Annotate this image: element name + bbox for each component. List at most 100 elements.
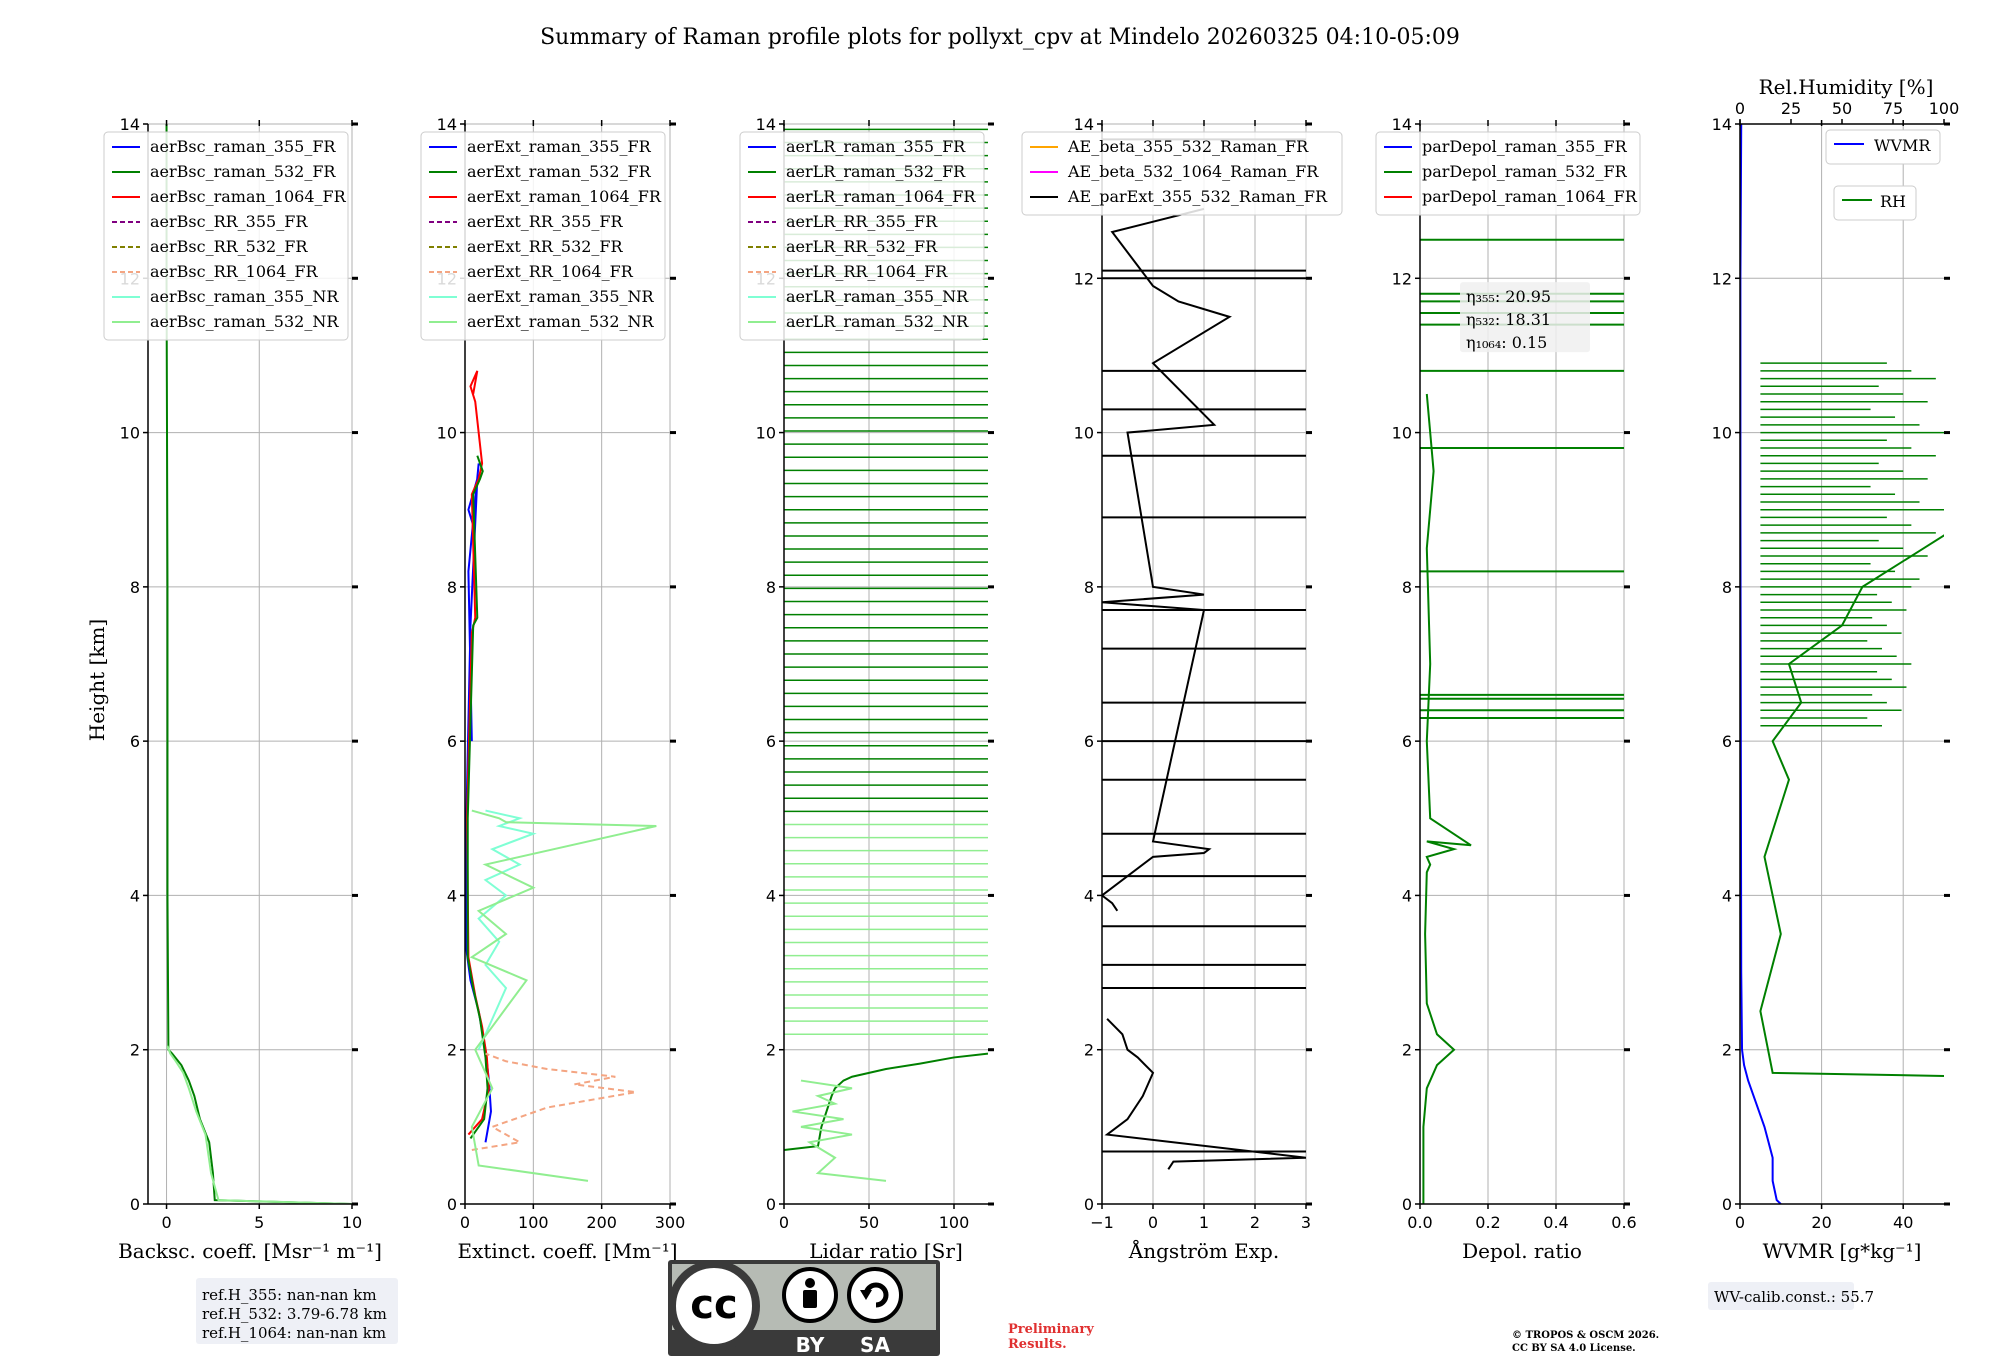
legend-label: aerLR_raman_532_FR [786,162,966,181]
x-tick-label: 10 [342,1213,362,1232]
eta-label: η₁₀₆₄: 0.15 [1466,333,1547,352]
series-aerExt_raman_532_FR [466,455,489,1140]
x-tick-label: 1 [1199,1213,1209,1232]
series-AE_parExt_355_532_Raman_FR [1104,1018,1306,1170]
y-tick-label: 4 [1402,886,1412,905]
panel-backscatter: 024681012140510Backsc. coeff. [Msr⁻¹ m⁻¹… [103,115,382,1263]
by-person-icon [782,1267,838,1323]
x-tick-label: 2 [1250,1213,1260,1232]
legend-label: RH [1880,192,1906,211]
legend-box [739,131,985,341]
panels: 024681012140510Backsc. coeff. [Msr⁻¹ m⁻¹… [103,75,1960,1263]
y-tick-label: 8 [130,578,140,597]
series-aerExt_raman_355_FR [465,463,492,1143]
legend-label: aerBsc_raman_1064_FR [150,187,347,206]
ref-line-355: ref.H_355: nan-nan km [202,1286,377,1304]
y-axis-label: Height [km] [85,619,109,741]
x-tick-label: 100 [939,1213,970,1232]
series-aerBsc_raman_532_NR [166,1045,352,1204]
legend-label: aerExt_raman_355_NR [467,287,655,306]
x-axis-label: WVMR [g*kg⁻¹] [1763,1239,1922,1263]
plot-area [165,124,352,1204]
x-tick-label: 100 [518,1213,549,1232]
x-tick-label: 40 [1893,1213,1913,1232]
y-tick-label: 10 [437,424,457,443]
cc-mark: cc [690,1282,737,1328]
x-tick-label: 5 [254,1213,264,1232]
legend-label: aerExt_raman_1064_FR [467,187,662,206]
y-tick-label: 14 [1074,115,1094,134]
x-tick-label: 0.6 [1611,1213,1636,1232]
y-tick-label: 2 [1722,1041,1732,1060]
y-tick-label: 0 [766,1195,776,1214]
y-tick-label: 8 [766,578,776,597]
legend-box [420,131,666,341]
x-axis-label: Extinct. coeff. [Mm⁻¹] [457,1239,677,1263]
y-tick-label: 4 [766,886,776,905]
legend-label: AE_beta_355_532_Raman_FR [1067,137,1309,156]
top-tick-label: 50 [1832,99,1852,118]
legend-box [1833,185,1917,221]
y-tick-label: 14 [120,115,140,134]
y-tick-label: 8 [447,578,457,597]
legend-label: aerBsc_raman_355_FR [150,137,336,156]
legend-label: aerLR_RR_532_FR [786,237,938,256]
y-tick-label: 14 [756,115,776,134]
x-tick-label: 0 [779,1213,789,1232]
top-axis-label: Rel.Humidity [%] [1759,75,1934,99]
legend-label: aerLR_raman_355_NR [786,287,969,306]
series-parDepol_raman_532_FR [1422,393,1472,1204]
legend-label: parDepol_raman_532_FR [1422,162,1628,181]
legend-label: aerExt_RR_1064_FR [467,262,634,281]
legend-box [1825,129,1941,165]
y-tick-label: 14 [1712,115,1732,134]
legend-label: WVMR [1874,136,1931,155]
y-tick-label: 0 [447,1195,457,1214]
y-tick-label: 6 [447,732,457,751]
sa-share-icon [847,1267,903,1323]
x-axis-label: Ångström Exp. [1128,1238,1279,1263]
legend-label: aerExt_raman_355_FR [467,137,652,156]
top-tick-label: 25 [1781,99,1801,118]
y-tick-label: 2 [1402,1041,1412,1060]
cc-license-badge: cc BY SA [668,1260,940,1357]
x-tick-label: −1 [1090,1213,1114,1232]
x-axis-label: Lidar ratio [Sr] [809,1239,963,1263]
y-tick-label: 6 [130,732,140,751]
figure-title: Summary of Raman profile plots for polly… [540,25,1460,50]
legend-label: aerBsc_raman_532_NR [150,312,339,331]
series-RH [1759,534,1944,1077]
legend-label: AE_beta_532_1064_Raman_FR [1067,162,1319,181]
y-tick-label: 8 [1402,578,1412,597]
legend-box [1021,131,1343,216]
panel-lidar_ratio: 02468101214050100Lidar ratio [Sr]aerLR_r… [739,115,994,1263]
y-tick-label: 4 [130,886,140,905]
y-tick-label: 10 [1392,424,1412,443]
y-tick-label: 4 [447,886,457,905]
top-tick-label: 0 [1735,99,1745,118]
panel-depol: 0 2 4 6 8 10 12 14 0.0 0.2 0.4 0.6 Depol. ratio parDe… [1375,115,1641,1263]
eta-box [1460,282,1590,353]
y-tick-label: 8 [1084,578,1094,597]
x-axis-label: Depol. ratio [1462,1239,1582,1263]
panel-extinction: 024681012140100200300Extinct. coeff. [Mm… [420,115,685,1263]
legend-label: aerBsc_RR_355_FR [150,212,308,231]
wv-calib-box: WV-calib.const.: 55.7 [1708,1282,1874,1310]
top-tick-label: 100 [1929,99,1960,118]
top-tick-label: 75 [1883,99,1903,118]
y-tick-label: 12 [1712,269,1732,288]
series-aerLR_raman_532_NR [792,1079,887,1182]
y-tick-label: 0 [1402,1195,1412,1214]
x-tick-label: 200 [586,1213,617,1232]
legend-box [103,131,349,341]
ref-line-532: ref.H_532: 3.79-6.78 km [202,1305,387,1323]
y-tick-label: 2 [1084,1041,1094,1060]
y-tick-label: 0 [1722,1195,1732,1214]
eta-label: η₅₃₂: 18.31 [1466,310,1551,329]
legend-label: aerExt_RR_355_FR [467,212,624,231]
y-tick-label: 6 [1402,732,1412,751]
y-tick-label: 2 [130,1041,140,1060]
y-tick-label: 4 [1722,886,1732,905]
y-tick-label: 6 [1084,732,1094,751]
legend-label: aerLR_raman_355_FR [786,137,966,156]
